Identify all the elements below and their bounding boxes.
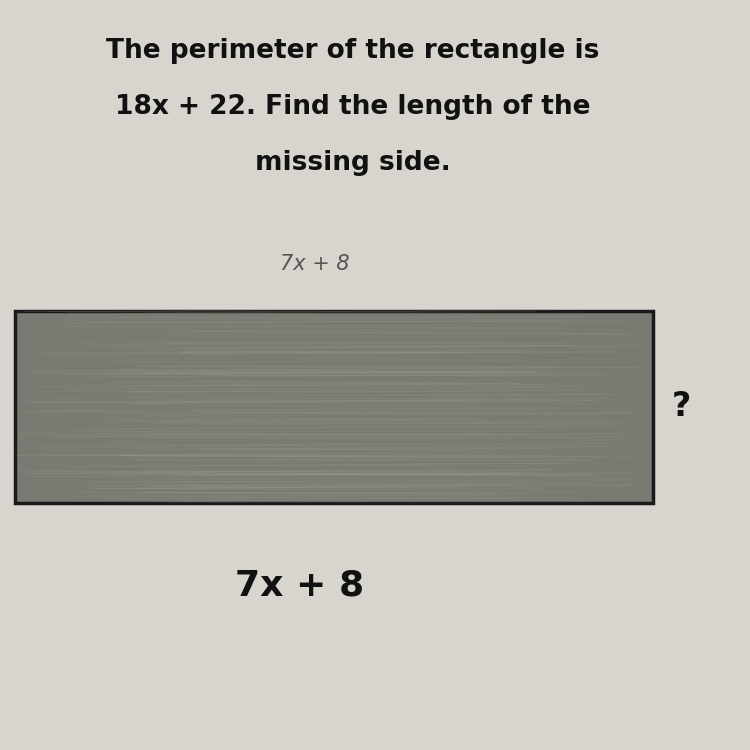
Text: 7x + 8: 7x + 8 (236, 568, 364, 602)
Text: 7x + 8: 7x + 8 (280, 254, 350, 274)
Bar (15, 311, 652, 503)
Text: ?: ? (671, 390, 691, 423)
Text: missing side.: missing side. (254, 150, 450, 176)
Text: The perimeter of the rectangle is: The perimeter of the rectangle is (106, 38, 599, 64)
Text: 18x + 22. Find the length of the: 18x + 22. Find the length of the (115, 94, 590, 120)
